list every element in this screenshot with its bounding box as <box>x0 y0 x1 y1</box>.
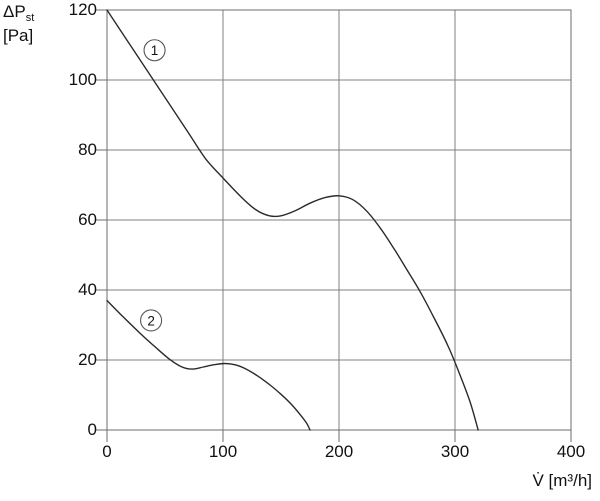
x-tick-label: 200 <box>324 442 354 461</box>
curve-1-label-number: 1 <box>151 43 159 58</box>
y-tick-label: 60 <box>78 210 97 229</box>
curve-2-label-number: 2 <box>147 313 155 328</box>
curve-1 <box>106 9 479 431</box>
x-axis-quantity-text: V̇ <box>532 471 544 490</box>
x-tick-label: 300 <box>440 442 470 461</box>
y-tick-label: 20 <box>78 350 97 369</box>
y-axis-quantity-subscript: st <box>25 12 35 24</box>
x-tick-label: 0 <box>102 442 112 461</box>
y-tick-label: 100 <box>68 70 97 89</box>
y-tick-label: 120 <box>68 0 97 19</box>
y-axis-quantity-label: ΔPst <box>3 2 34 28</box>
y-axis-quantity-text: ΔP <box>3 2 26 21</box>
y-axis-unit-label: [Pa] <box>3 26 34 45</box>
curve-2-label-circle <box>140 309 163 332</box>
plot-border <box>106 9 572 431</box>
x-tick-label: 400 <box>556 442 586 461</box>
curve-1-label-circle <box>143 39 166 62</box>
y-tick-label: 80 <box>78 140 97 159</box>
x-axis-unit-text: [m³/h] <box>548 471 592 490</box>
y-tick-label: 0 <box>87 420 97 439</box>
curve-2 <box>106 299 311 431</box>
x-tick-label: 100 <box>208 442 238 461</box>
x-axis-label: V̇ [m³/h] <box>532 470 592 492</box>
y-tick-label: 40 <box>78 280 97 299</box>
